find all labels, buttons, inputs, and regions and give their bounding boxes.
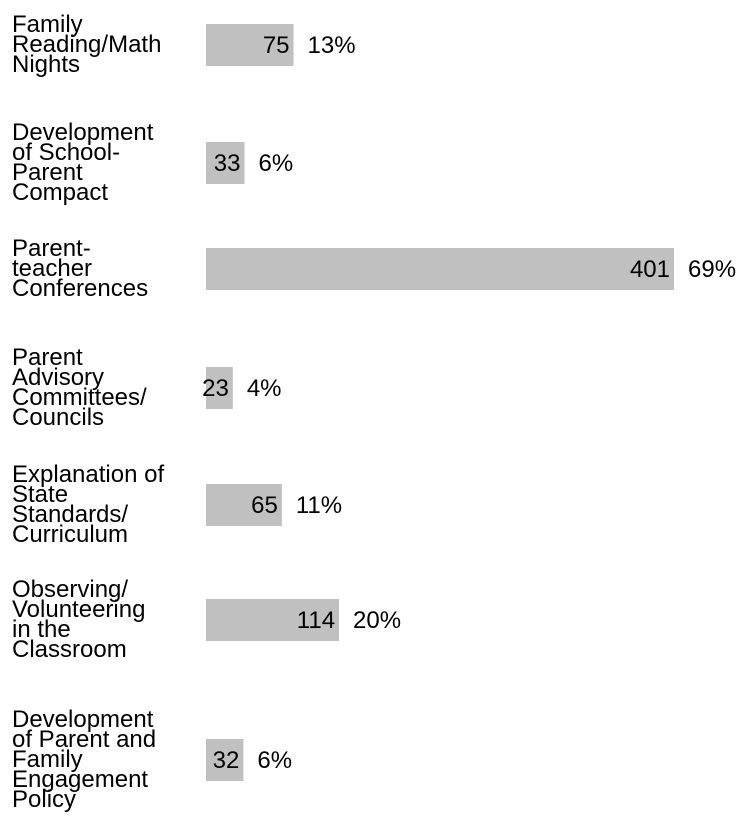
percent-label-2: 69% bbox=[688, 256, 736, 283]
category-label-3: Parent Advisory Committees/Councils bbox=[12, 344, 147, 431]
value-label-1: 33 bbox=[214, 150, 241, 177]
category-label-6: Development of Parent and Family Engagement… bbox=[12, 706, 156, 813]
value-label-3: 23 bbox=[202, 375, 229, 402]
bar-0 bbox=[206, 24, 294, 66]
bars bbox=[206, 24, 674, 781]
category-label-4: Explanation of State Standards/Curriculum bbox=[12, 461, 164, 548]
value-label-0: 75 bbox=[263, 32, 290, 59]
percent-label-6: 6% bbox=[257, 747, 292, 774]
bar-4 bbox=[206, 484, 282, 526]
bar-6 bbox=[206, 739, 244, 781]
bar-2 bbox=[206, 248, 674, 290]
category-label-5: Observing/Volunteering in the Classroom bbox=[12, 576, 145, 663]
category-label-0: Family Reading/Math Nights bbox=[12, 11, 161, 78]
percent-labels: 13% 6% 69% 4% 11% 20% 6% bbox=[247, 32, 736, 774]
percent-label-3: 4% bbox=[247, 375, 282, 402]
percent-label-1: 6% bbox=[259, 150, 294, 177]
category-label-1: Development of School-Parent Compact bbox=[12, 119, 154, 206]
bar-1 bbox=[206, 142, 245, 184]
category-label-2: Parent-teacher Conferences bbox=[12, 235, 148, 302]
percent-label-4: 11% bbox=[296, 492, 342, 519]
percent-label-5: 20% bbox=[353, 607, 401, 634]
category-labels: Family Reading/Math Nights Development of Sc… bbox=[12, 11, 164, 813]
value-labels: 75 33 401 23 65 114 32 bbox=[202, 32, 670, 774]
percent-label-0: 13% bbox=[308, 32, 356, 59]
bar-3 bbox=[206, 367, 233, 409]
value-label-5: 114 bbox=[297, 607, 335, 634]
value-label-2: 401 bbox=[630, 256, 670, 283]
value-label-6: 32 bbox=[213, 747, 240, 774]
value-label-4: 65 bbox=[251, 492, 278, 519]
bar-5 bbox=[206, 599, 340, 641]
